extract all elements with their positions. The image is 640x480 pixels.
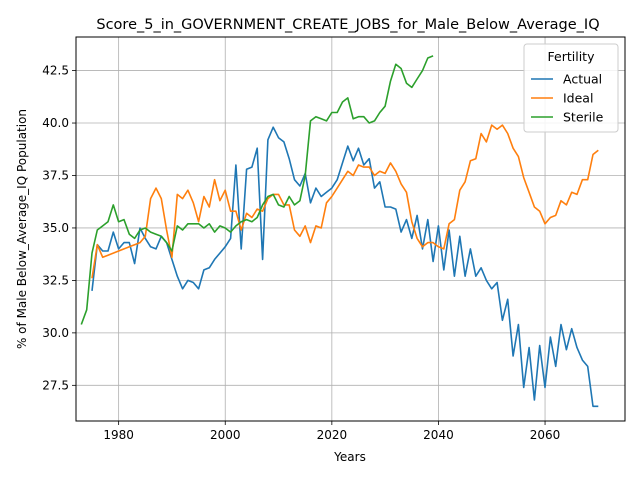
x-tick-label: 2060 [530,428,561,442]
plot-frame [75,36,626,422]
x-tick-label: 2020 [317,428,348,442]
x-tick-label: 1980 [103,428,134,442]
y-axis-label: % of Male Below_Average_IQ Population [15,109,29,349]
y-tick-label: 40.0 [42,116,69,130]
x-tick-label: 2000 [210,428,241,442]
x-axis: 1980 2000 2020 2040 2060 [103,421,560,442]
series-line-sterile [80,55,434,325]
legend-label-sterile: Sterile [563,110,604,125]
legend-items: Actual Ideal Sterile [531,72,604,125]
y-tick-label: 35.0 [42,221,69,235]
y-tick-label: 37.5 [42,168,69,182]
chart-title: Score_5_in_GOVERNMENT_CREATE_JOBS_for_Ma… [96,17,599,33]
y-axis: 27.5 30.0 32.5 35.0 37.5 40.0 42.5 [42,64,76,392]
series-line-ideal [91,124,599,279]
legend-label-ideal: Ideal [563,91,593,106]
y-tick-label: 42.5 [42,64,69,78]
x-axis-label: Years [333,450,366,464]
x-tick-label: 2040 [423,428,454,442]
legend-title: Fertility [548,49,596,64]
series-lines [80,55,599,408]
legend-label-actual: Actual [563,72,602,87]
y-tick-label: 30.0 [42,326,69,340]
series-line-actual [91,126,599,408]
y-tick-label: 27.5 [42,378,69,392]
legend: Fertility Actual Ideal Sterile [523,43,619,133]
legend-box [523,43,619,133]
y-tick-label: 32.5 [42,273,69,287]
